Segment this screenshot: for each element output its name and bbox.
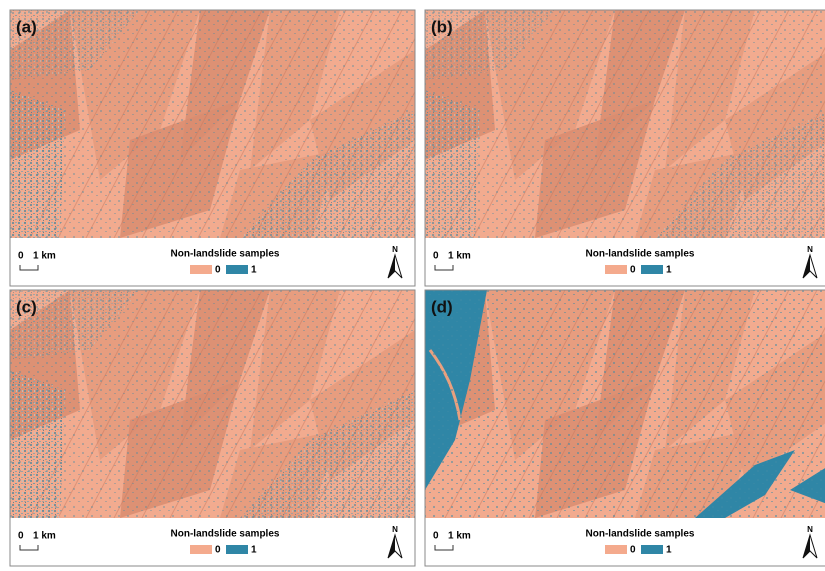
scale-unit: 1 km [448, 251, 471, 262]
scale-bar [435, 265, 453, 270]
map-panel [425, 290, 825, 518]
scale-unit: 1 km [33, 251, 56, 262]
legend-swatch [226, 545, 248, 554]
legend-swatch [641, 265, 663, 274]
sample-area [425, 290, 825, 518]
legend-title: Non-landslide samples [171, 529, 280, 540]
scale-zero: 0 [18, 251, 24, 262]
legend-item: 1 [666, 545, 672, 556]
north-label: N [807, 525, 813, 534]
scale-bar [20, 265, 38, 270]
scale-unit: 1 km [33, 531, 56, 542]
scale-zero: 0 [18, 531, 24, 542]
north-label: N [392, 525, 398, 534]
legend-swatch [190, 545, 212, 554]
panel-label: (c) [16, 297, 37, 316]
legend-swatch [605, 545, 627, 554]
legend-swatch [605, 265, 627, 274]
legend-swatch [226, 265, 248, 274]
sample-area [425, 10, 825, 238]
panel-label: (a) [16, 17, 37, 36]
legend-item: 0 [215, 545, 221, 556]
panel-label: (d) [431, 297, 453, 316]
legend-item: 0 [215, 265, 221, 276]
legend-item: 1 [251, 545, 257, 556]
legend-swatch [190, 265, 212, 274]
sample-area [10, 290, 415, 518]
legend-title: Non-landslide samples [586, 529, 695, 540]
legend-item: 1 [251, 265, 257, 276]
panel-label: (b) [431, 17, 453, 36]
north-label: N [392, 245, 398, 254]
scale-bar [20, 545, 38, 550]
scale-zero: 0 [433, 251, 439, 262]
legend-title: Non-landslide samples [586, 249, 695, 260]
scale-bar [435, 545, 453, 550]
legend-item: 1 [666, 265, 672, 276]
legend-item: 0 [630, 545, 636, 556]
figure: (a) 0 1 km Non-landslide samples 0 1 N (b) 0 1 km… [0, 0, 825, 571]
map-panel [425, 10, 825, 238]
scale-unit: 1 km [448, 531, 471, 542]
north-label: N [807, 245, 813, 254]
sample-area [10, 10, 415, 238]
scale-zero: 0 [433, 531, 439, 542]
legend-item: 0 [630, 265, 636, 276]
legend-swatch [641, 545, 663, 554]
legend-title: Non-landslide samples [171, 249, 280, 260]
